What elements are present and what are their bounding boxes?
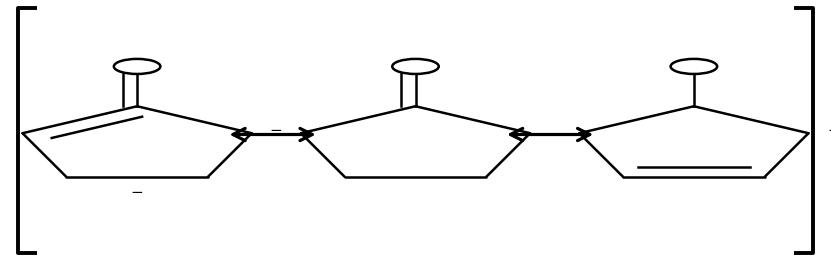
Text: −: − bbox=[827, 123, 831, 138]
Text: −: − bbox=[269, 123, 283, 138]
Text: −: − bbox=[130, 185, 144, 200]
